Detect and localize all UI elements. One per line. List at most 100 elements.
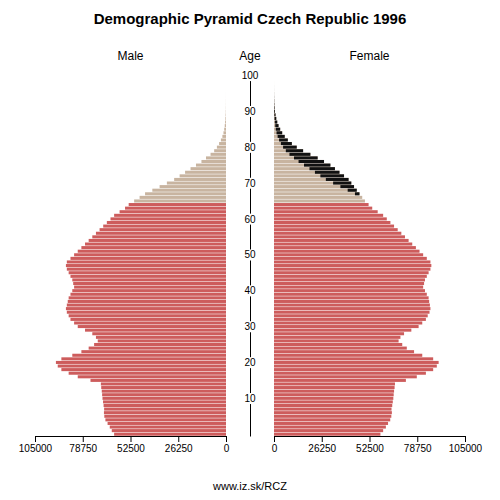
- tick: 105000: [19, 436, 53, 454]
- tick: 100: [241, 70, 260, 81]
- tick: 90: [243, 106, 257, 117]
- tick-label: 0: [272, 443, 278, 454]
- bar: [274, 271, 429, 274]
- tick-label: 52500: [117, 443, 145, 454]
- excess-bar: [274, 110, 276, 113]
- bar: [274, 142, 292, 145]
- bar: [274, 135, 285, 138]
- bar: [120, 210, 226, 213]
- bar: [70, 275, 226, 278]
- excess-bar: [348, 189, 357, 192]
- bar: [85, 243, 226, 246]
- bar: [85, 329, 226, 332]
- bar: [274, 415, 391, 418]
- bar: [274, 174, 344, 177]
- tick-label: 80: [244, 142, 256, 153]
- excess-bar: [320, 174, 344, 177]
- bar: [225, 117, 226, 120]
- x-axis-female: 0262505250078750105000: [272, 436, 483, 454]
- bar: [274, 95, 275, 98]
- tick: 10: [243, 393, 257, 404]
- bar: [66, 264, 226, 267]
- bar: [274, 77, 275, 80]
- bar: [274, 121, 277, 124]
- bar: [274, 214, 383, 217]
- bar: [274, 289, 425, 292]
- bar: [274, 225, 394, 228]
- bar: [103, 400, 226, 403]
- tick-label-bg: [243, 249, 257, 260]
- bar: [274, 286, 423, 289]
- bar: [67, 268, 226, 271]
- bar: [274, 329, 411, 332]
- bar: [222, 135, 226, 138]
- bar: [225, 106, 226, 109]
- bar: [104, 408, 226, 411]
- tick-label: 90: [244, 106, 256, 117]
- bar: [274, 426, 386, 429]
- bar: [191, 167, 226, 170]
- bar: [89, 347, 226, 350]
- bar: [217, 146, 226, 149]
- bar: [101, 386, 226, 389]
- bar: [104, 404, 226, 407]
- bar: [274, 408, 392, 411]
- bar: [274, 379, 406, 382]
- bar: [89, 239, 226, 242]
- panel-label: Female: [349, 49, 389, 63]
- tick-label-bg: [243, 142, 257, 153]
- excess-bar: [355, 192, 360, 195]
- bar: [274, 257, 427, 260]
- bar: [274, 390, 394, 393]
- bar: [225, 113, 226, 116]
- bar: [73, 282, 226, 285]
- bar: [160, 185, 226, 188]
- bar: [81, 246, 226, 249]
- bar: [274, 124, 279, 127]
- bar: [274, 382, 395, 385]
- bar: [58, 365, 226, 368]
- bar: [69, 271, 226, 274]
- bar: [134, 199, 226, 202]
- excess-bar: [274, 85, 275, 88]
- footer: www.iz.sk/RCZ: [212, 480, 287, 492]
- excess-bar: [277, 131, 283, 134]
- bar: [102, 390, 226, 393]
- bar: [225, 121, 226, 124]
- bar: [223, 131, 226, 134]
- bar: [274, 411, 392, 414]
- bar: [274, 418, 390, 421]
- bar: [274, 203, 369, 206]
- bar: [145, 192, 226, 195]
- bar: [274, 153, 310, 156]
- excess-bar: [274, 81, 275, 84]
- bar: [274, 92, 275, 95]
- bar: [274, 307, 430, 310]
- bar: [274, 160, 324, 163]
- tick-label: 30: [244, 321, 256, 332]
- bar: [100, 228, 226, 231]
- bar: [225, 85, 226, 88]
- bar: [114, 214, 226, 217]
- tick-mark: [35, 436, 36, 442]
- tick-label: 105000: [19, 443, 53, 454]
- tick: 52500: [356, 436, 384, 454]
- excess-bar: [275, 124, 278, 127]
- excess-bar: [274, 113, 275, 116]
- tick-label: 52500: [356, 443, 384, 454]
- bar: [152, 189, 226, 192]
- excess-bar: [340, 185, 354, 188]
- bar: [274, 361, 439, 364]
- bar: [274, 167, 335, 170]
- bar: [274, 88, 275, 91]
- bar: [98, 339, 226, 342]
- bar: [274, 293, 427, 296]
- bar: [92, 332, 226, 335]
- tick: 52500: [117, 436, 145, 454]
- excess-bar: [315, 171, 340, 174]
- bar: [274, 429, 383, 432]
- tick-mark: [274, 436, 275, 442]
- bar: [225, 92, 226, 95]
- bar: [274, 221, 390, 224]
- bar: [107, 221, 226, 224]
